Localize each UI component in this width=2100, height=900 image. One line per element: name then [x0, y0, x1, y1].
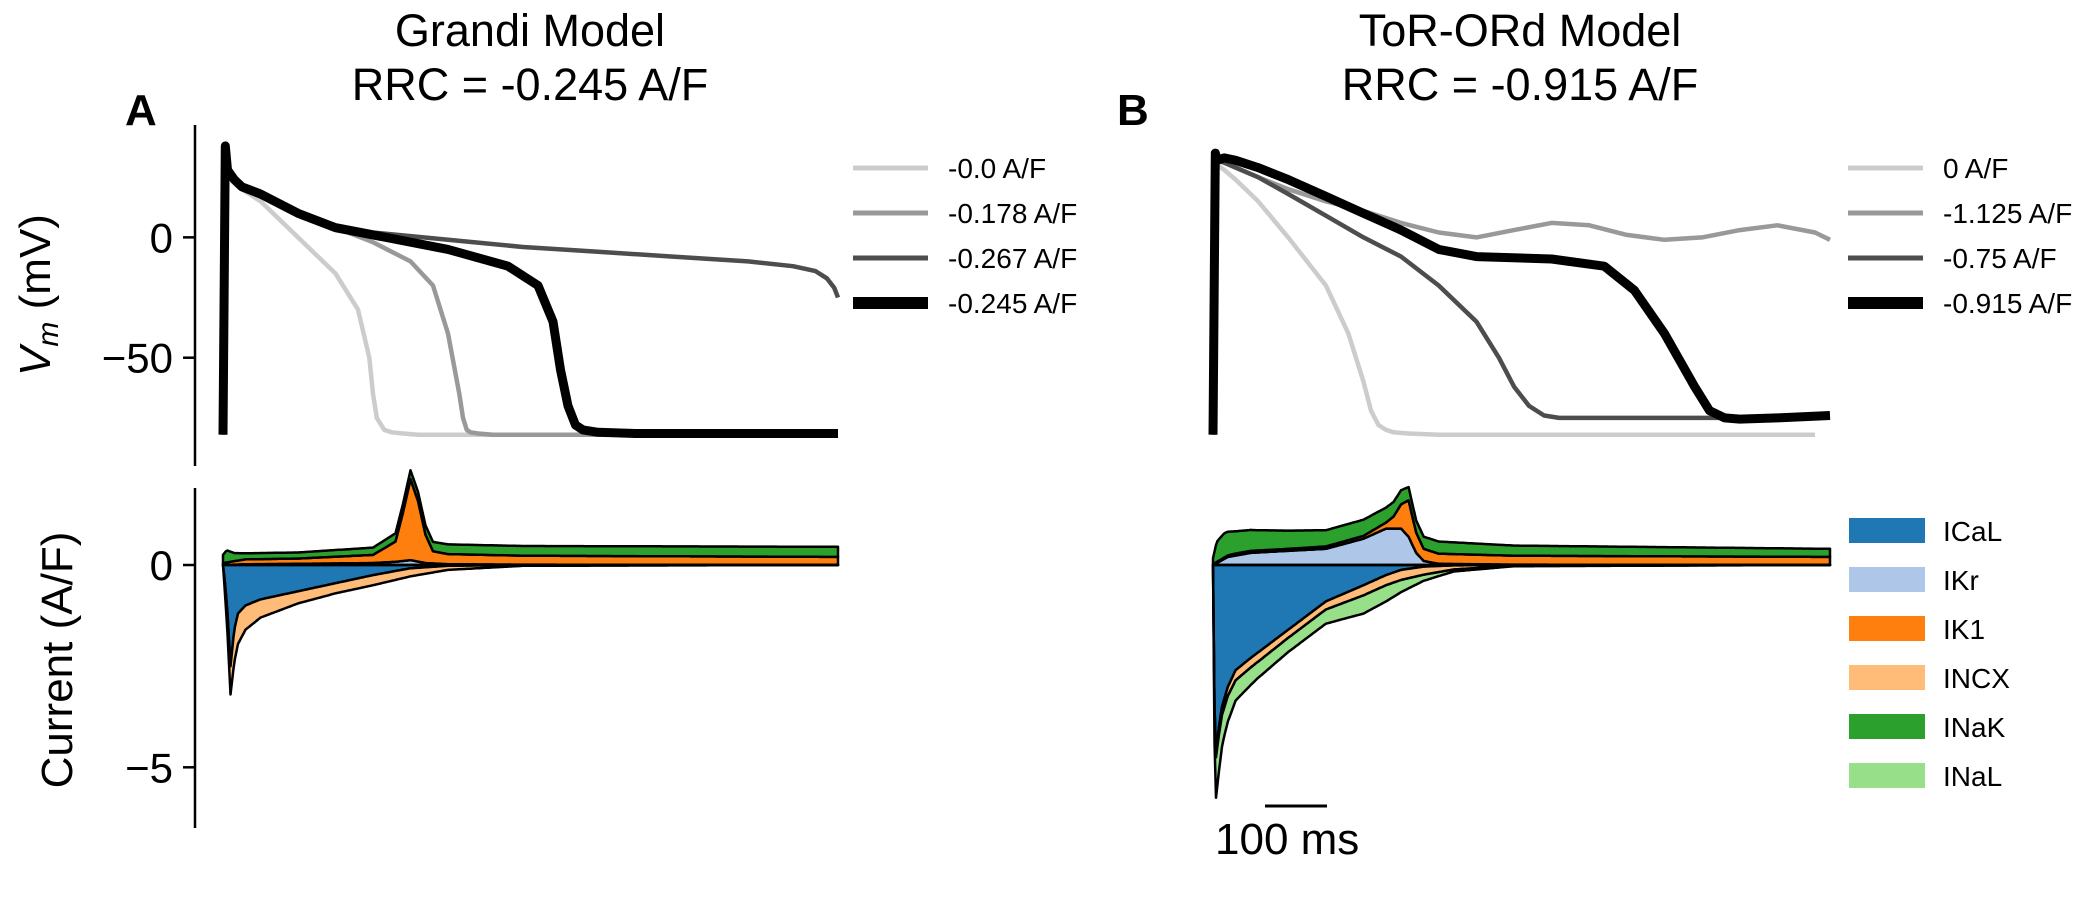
legend-label: 0 A/F — [1943, 153, 2008, 184]
y-tick-label: −5 — [125, 744, 173, 791]
legend-currents: ICaL IKr IK1 INCX INaK INaL — [1849, 516, 2010, 792]
area-inak — [221, 469, 840, 565]
yticks-current: 0 −5 — [125, 542, 195, 791]
legend-swatch-ical — [1849, 518, 1925, 543]
legend-swatch-ik1 — [1849, 616, 1925, 641]
y-label-main: V — [11, 343, 60, 376]
title-a-line1: Grandi Model — [395, 5, 665, 56]
vm-line-2 — [1210, 150, 1831, 435]
legend-label-incx: INCX — [1943, 663, 2010, 694]
plot-grandi-currents — [221, 469, 840, 696]
y-tick-label: 0 — [150, 214, 173, 261]
vm-line-0 — [1210, 150, 1815, 437]
legend-label-ik1: IK1 — [1943, 614, 1985, 645]
panel-letter-b: B — [1117, 86, 1149, 135]
legend-label-inak: INaK — [1943, 712, 2006, 743]
y-label-rest: (mV) — [11, 214, 60, 322]
vm-line-3 — [218, 141, 838, 438]
y-axis-label-current: Current (A/F) — [33, 532, 82, 789]
plot-tor-vm — [1208, 148, 1831, 437]
scale-bar-label: 100 ms — [1215, 815, 1359, 864]
area-ical — [221, 563, 840, 668]
legend-label-inal: INaL — [1943, 761, 2002, 792]
title-b-line1: ToR-ORd Model — [1359, 5, 1682, 56]
legend-grandi: -0.0 A/F -0.178 A/F -0.267 A/F -0.245 A/F — [853, 153, 1077, 319]
y-tick-label: −50 — [102, 335, 173, 382]
legend-swatch-inak — [1849, 714, 1925, 739]
legend-label-ikr: IKr — [1943, 565, 1979, 596]
legend-label-ical: ICaL — [1943, 516, 2002, 547]
legend-label: -0.178 A/F — [948, 198, 1077, 229]
title-b-line2: RRC = -0.915 A/F — [1342, 59, 1698, 110]
legend-label: -0.245 A/F — [948, 288, 1077, 319]
legend-label: -0.915 A/F — [1943, 288, 2072, 319]
yticks-vm: 0 −50 — [102, 214, 195, 382]
legend-swatch-inal — [1849, 763, 1925, 788]
legend-label: -0.75 A/F — [1943, 243, 2057, 274]
vm-line-0 — [220, 143, 838, 437]
legend-swatch-ikr — [1849, 567, 1925, 592]
y-tick-label: 0 — [150, 542, 173, 589]
vm-line-3 — [1208, 148, 1831, 435]
panel-letter-a: A — [125, 86, 157, 135]
legend-tor: 0 A/F -1.125 A/F -0.75 A/F -0.915 A/F — [1848, 153, 2072, 319]
y-label-sub: m — [32, 322, 65, 347]
vm-line-1 — [220, 143, 838, 437]
legend-label: -0.0 A/F — [948, 153, 1046, 184]
y-axis-label-vm: Vm (mV) — [11, 214, 65, 376]
legend-label: -1.125 A/F — [1943, 198, 2072, 229]
legend-swatch-incx — [1849, 665, 1925, 690]
title-a-line2: RRC = -0.245 A/F — [352, 59, 708, 110]
area-inak — [1211, 485, 1832, 566]
plot-grandi-vm — [218, 141, 841, 438]
vm-line-2 — [220, 143, 841, 435]
plot-tor-currents — [1211, 485, 1832, 799]
legend-label: -0.267 A/F — [948, 243, 1077, 274]
area-ical — [1211, 563, 1832, 753]
vm-line-1 — [1210, 150, 1831, 435]
